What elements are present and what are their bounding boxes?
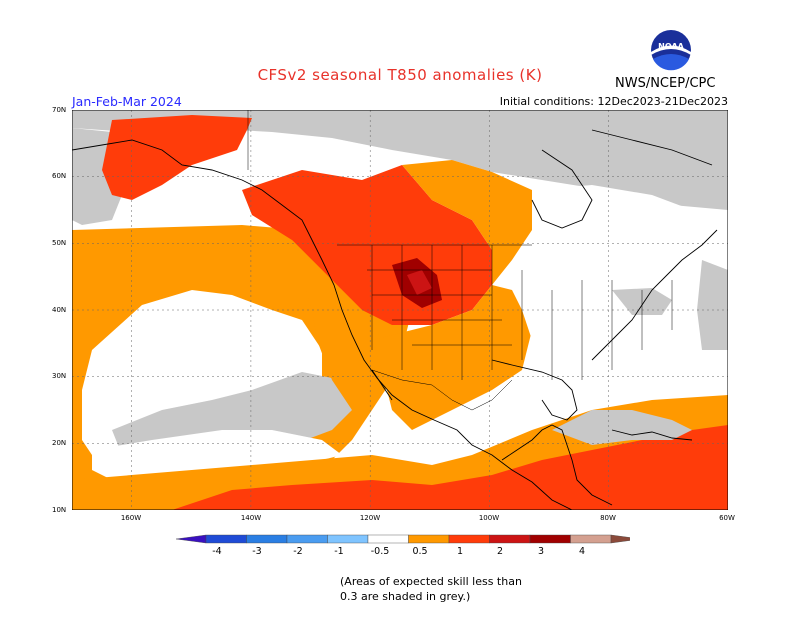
anomaly-map bbox=[72, 110, 728, 510]
graticule bbox=[72, 110, 728, 510]
forecast-period: Jan-Feb-Mar 2024 bbox=[72, 94, 182, 109]
darker-red-region-plains bbox=[407, 270, 432, 295]
colorbar-label: 2 bbox=[496, 546, 504, 557]
lon-label: 140W bbox=[240, 514, 262, 522]
colorbar-swatch bbox=[570, 534, 612, 544]
colorbar-swatch bbox=[327, 534, 369, 544]
orange-region-west-coast bbox=[292, 240, 382, 410]
initial-conditions: Initial conditions: 12Dec2023-21Dec2023 bbox=[499, 95, 728, 108]
colorbar-label: 3 bbox=[537, 546, 545, 557]
colorbar bbox=[175, 534, 630, 544]
colorbar-swatch bbox=[246, 534, 288, 544]
colorbar-label: 4 bbox=[578, 546, 586, 557]
colorbar-swatch bbox=[205, 534, 247, 544]
lat-label: 40N bbox=[52, 306, 67, 314]
lat-label: 60N bbox=[52, 172, 67, 180]
colorbar-label: 0.5 bbox=[412, 546, 428, 557]
colorbar-swatch bbox=[408, 534, 450, 544]
colorbar-swatch bbox=[610, 534, 630, 544]
lon-label: 80W bbox=[600, 514, 616, 522]
colorbar-swatch bbox=[448, 534, 490, 544]
agency-label: NWS/NCEP/CPC bbox=[615, 76, 716, 91]
map-title: CFSv2 seasonal T850 anomalies (K) bbox=[257, 66, 543, 84]
colorbar-label: -4 bbox=[212, 546, 222, 557]
lat-label: 30N bbox=[52, 372, 67, 380]
grey-region-arctic bbox=[72, 110, 728, 210]
colorbar-swatch bbox=[529, 534, 571, 544]
colorbar-swatch bbox=[286, 534, 328, 544]
lat-label: 50N bbox=[52, 239, 67, 247]
lon-label: 120W bbox=[359, 514, 381, 522]
coastlines bbox=[72, 129, 718, 510]
colorbar-swatch bbox=[489, 534, 531, 544]
white-region-canada-east bbox=[532, 185, 712, 245]
colorbar-label: 1 bbox=[456, 546, 464, 557]
colorbar-swatch bbox=[175, 534, 207, 544]
lat-label: 70N bbox=[52, 106, 67, 114]
red-region-alaska bbox=[102, 115, 252, 200]
lat-label: 10N bbox=[52, 506, 67, 514]
lat-label: 20N bbox=[52, 439, 67, 447]
grey-region-atlantic bbox=[697, 260, 728, 350]
colorbar-label: -3 bbox=[252, 546, 262, 557]
logo-text: NOAA bbox=[658, 42, 684, 51]
lon-label: 60W bbox=[719, 514, 735, 522]
colorbar-label: -2 bbox=[293, 546, 303, 557]
colorbar-swatch bbox=[367, 534, 409, 544]
orange-region-canada bbox=[402, 160, 532, 285]
noaa-logo: NOAA bbox=[651, 30, 691, 71]
colorbar-label: -0.5 bbox=[370, 546, 390, 557]
colorbar-label: -1 bbox=[334, 546, 344, 557]
lon-label: 100W bbox=[478, 514, 500, 522]
lon-label: 160W bbox=[120, 514, 142, 522]
red-region-south bbox=[172, 425, 728, 510]
political-borders bbox=[247, 110, 673, 411]
skill-footnote: (Areas of expected skill less than 0.3 a… bbox=[340, 575, 522, 603]
grey-region-caribbean bbox=[552, 410, 692, 445]
